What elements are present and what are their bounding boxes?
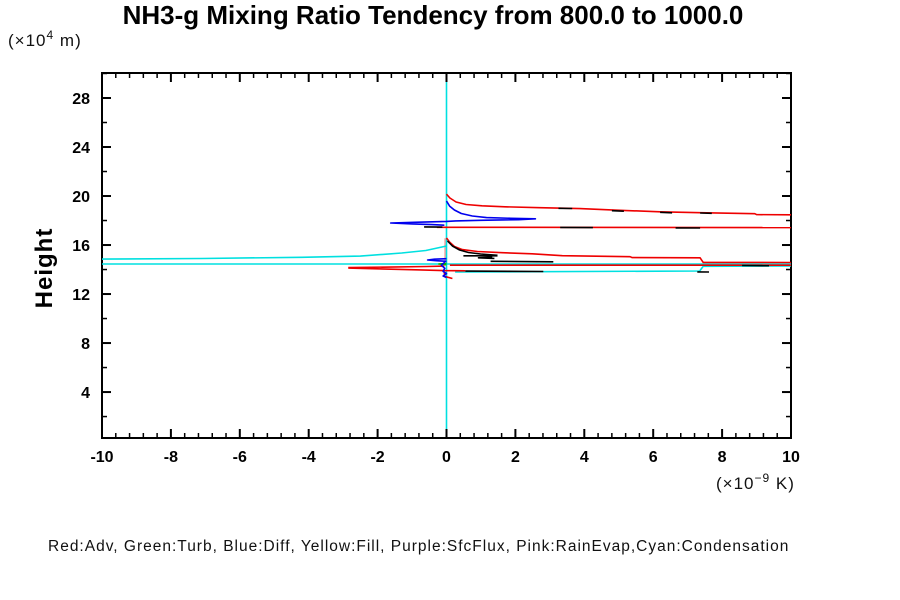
series-line-adv	[348, 267, 466, 272]
legend: Red:Adv, Green:Turb, Blue:Diff, Yellow:F…	[48, 538, 789, 555]
series-line-diff	[426, 257, 447, 263]
y-tick-label: 16	[72, 238, 90, 255]
series-line-black	[660, 211, 673, 214]
x-tick-label: 8	[718, 449, 727, 466]
series-line-condensation	[101, 245, 447, 260]
x-tick-label: -10	[90, 449, 113, 466]
series-line-diff	[389, 200, 537, 226]
y-unit-pre: (×10	[8, 31, 47, 50]
series-line-black	[611, 209, 624, 212]
series-line-diff	[440, 261, 448, 279]
y-tick-label: 20	[72, 189, 90, 206]
y-tick-label: 12	[72, 287, 90, 304]
y-tick-label: 4	[81, 385, 90, 402]
x-tick-label: 6	[649, 449, 658, 466]
series-line-black	[490, 260, 554, 263]
x-tick-label: -2	[370, 449, 384, 466]
y-tick-label: 24	[72, 140, 90, 157]
x-tick-label: 4	[580, 449, 589, 466]
x-tick-label: 10	[782, 449, 800, 466]
x-axis-unit: (×10−9 K)	[716, 471, 795, 493]
y-tick-label: 28	[72, 91, 90, 108]
x-unit-post: K)	[770, 474, 795, 493]
series-line-black	[446, 240, 498, 257]
y-axis-label: Height	[31, 228, 58, 309]
x-tick-label: -4	[302, 449, 316, 466]
series-line-adv	[348, 265, 445, 269]
y-unit-post: m)	[54, 31, 82, 50]
chart-title: NH3-g Mixing Ratio Tendency from 800.0 t…	[123, 0, 744, 30]
x-tick-label: -8	[164, 449, 178, 466]
x-tick-label: 2	[511, 449, 520, 466]
x-unit-exponent: −9	[755, 471, 771, 485]
x-tick-label: 0	[442, 449, 451, 466]
y-unit-exponent: 4	[47, 28, 55, 42]
x-unit-pre: (×10	[716, 474, 755, 493]
x-tick-label: -6	[233, 449, 247, 466]
y-tick-label: 8	[81, 336, 90, 353]
series-line-adv	[445, 237, 792, 264]
series-line-black	[477, 256, 495, 260]
y-axis-unit: (×104 m)	[8, 28, 82, 50]
